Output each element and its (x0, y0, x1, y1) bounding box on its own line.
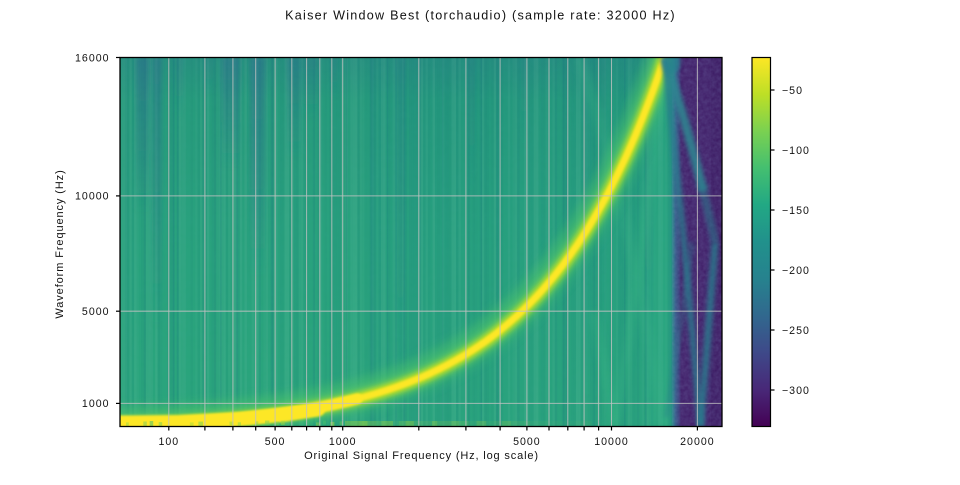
svg-text:−150: −150 (782, 205, 810, 217)
svg-text:−100: −100 (782, 145, 810, 157)
svg-text:−200: −200 (782, 265, 810, 277)
svg-text:20000: 20000 (680, 436, 714, 448)
svg-text:5000: 5000 (513, 436, 541, 448)
svg-text:−300: −300 (782, 385, 810, 397)
svg-text:Waveform Frequency (Hz): Waveform Frequency (Hz) (54, 169, 66, 318)
svg-text:5000: 5000 (82, 306, 110, 318)
svg-text:Original Signal Frequency (Hz,: Original Signal Frequency (Hz, log scale… (304, 450, 539, 462)
svg-text:Kaiser Window Best (torchaudio: Kaiser Window Best (torchaudio) (sample … (285, 9, 676, 23)
svg-text:500: 500 (265, 436, 286, 448)
svg-text:−50: −50 (782, 85, 803, 97)
svg-text:100: 100 (158, 436, 179, 448)
svg-text:10000: 10000 (594, 436, 628, 448)
svg-text:10000: 10000 (75, 191, 109, 203)
svg-text:1000: 1000 (82, 398, 110, 410)
svg-text:16000: 16000 (75, 52, 109, 64)
svg-text:−250: −250 (782, 325, 810, 337)
svg-text:1000: 1000 (329, 436, 357, 448)
